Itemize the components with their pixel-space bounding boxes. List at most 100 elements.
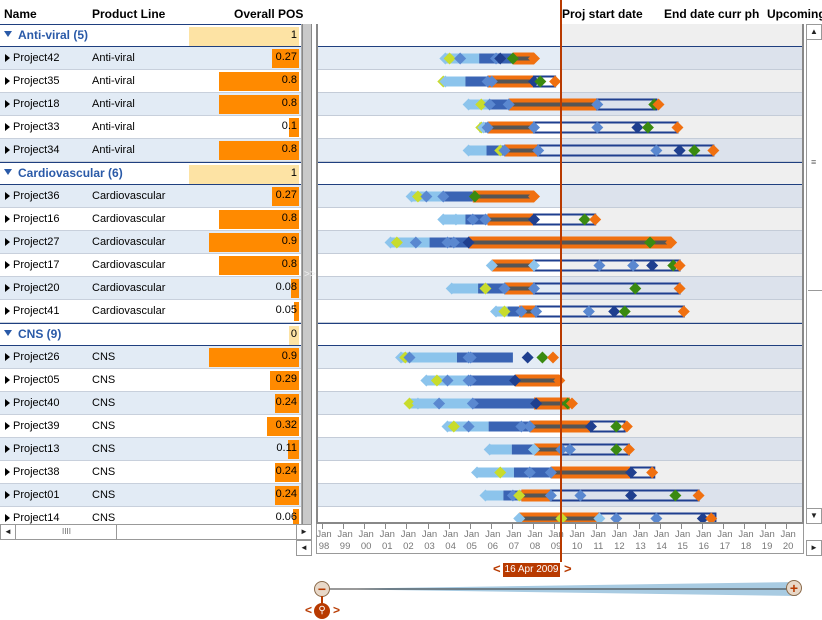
- collapse-triangle-icon[interactable]: [4, 330, 12, 336]
- milestone-diamond[interactable]: [707, 144, 720, 157]
- zoom-slider-track[interactable]: [322, 582, 797, 596]
- project-row[interactable]: Project27 Cardiovascular 0.9: [0, 231, 301, 254]
- milestone-diamond[interactable]: [464, 351, 477, 364]
- project-row[interactable]: Project34 Anti-viral 0.8: [0, 139, 301, 162]
- past-phase-bar[interactable]: [511, 444, 534, 455]
- milestone-diamond[interactable]: [528, 190, 540, 203]
- expand-triangle-icon[interactable]: [5, 376, 10, 384]
- milestone-diamond[interactable]: [485, 259, 498, 272]
- milestone-diamond[interactable]: [521, 351, 534, 364]
- milestone-diamond[interactable]: [471, 466, 484, 479]
- milestone-diamond[interactable]: [610, 443, 623, 456]
- expand-triangle-icon[interactable]: [5, 77, 10, 85]
- milestone-diamond[interactable]: [466, 397, 479, 410]
- milestone-diamond[interactable]: [673, 259, 686, 272]
- today-line[interactable]: [560, 0, 562, 562]
- milestone-diamond[interactable]: [433, 397, 446, 410]
- milestone-diamond[interactable]: [515, 420, 528, 433]
- project-row[interactable]: Project35 Anti-viral 0.8: [0, 70, 301, 93]
- group-row[interactable]: Cardiovascular (6) 1: [0, 162, 301, 185]
- milestone-diamond[interactable]: [591, 121, 604, 134]
- scroll-down-button[interactable]: ▼: [806, 508, 822, 524]
- milestone-diamond[interactable]: [528, 259, 540, 272]
- milestone-diamond[interactable]: [509, 374, 522, 387]
- horizontal-scroll-thumb[interactable]: IIII: [17, 525, 117, 539]
- project-row[interactable]: Project05 CNS 0.29: [0, 369, 301, 392]
- expand-triangle-icon[interactable]: [5, 54, 10, 62]
- milestone-diamond[interactable]: [574, 489, 587, 502]
- project-row[interactable]: Project41 Cardiovascular 0.05: [0, 300, 301, 323]
- group-row[interactable]: CNS (9) 0: [0, 323, 301, 346]
- zoom-knob[interactable]: ⚲: [314, 603, 330, 619]
- expand-triangle-icon[interactable]: [5, 146, 10, 154]
- milestone-diamond[interactable]: [593, 512, 606, 525]
- milestone-diamond[interactable]: [673, 282, 686, 295]
- milestone-diamond[interactable]: [523, 420, 536, 433]
- milestone-diamond[interactable]: [591, 98, 604, 111]
- milestone-diamond[interactable]: [462, 98, 475, 111]
- zoom-in-button[interactable]: +: [786, 580, 802, 596]
- next-date-arrow[interactable]: >: [564, 561, 572, 576]
- milestone-diamond[interactable]: [462, 144, 475, 157]
- collapse-triangle-icon[interactable]: [4, 169, 12, 175]
- expand-triangle-icon[interactable]: [5, 100, 10, 108]
- past-phase-bar[interactable]: [401, 352, 457, 363]
- project-row[interactable]: Project13 CNS 0.11: [0, 438, 301, 461]
- milestone-diamond[interactable]: [665, 236, 678, 249]
- milestone-diamond[interactable]: [494, 52, 507, 65]
- expand-triangle-icon[interactable]: [5, 445, 10, 453]
- milestone-diamond[interactable]: [441, 236, 454, 249]
- expand-triangle-icon[interactable]: [5, 422, 10, 430]
- milestone-diamond[interactable]: [532, 144, 545, 157]
- project-row[interactable]: Project14 CNS 0.06: [0, 507, 301, 524]
- past-phase-bar[interactable]: [489, 444, 512, 455]
- expand-triangle-icon[interactable]: [5, 261, 10, 269]
- milestone-diamond[interactable]: [696, 512, 709, 525]
- milestone-diamond[interactable]: [466, 213, 479, 226]
- milestone-diamond[interactable]: [411, 190, 424, 203]
- milestone-diamond[interactable]: [528, 443, 540, 456]
- milestone-diamond[interactable]: [462, 236, 475, 249]
- milestone-diamond[interactable]: [534, 75, 547, 88]
- milestone-diamond[interactable]: [584, 420, 597, 433]
- project-row[interactable]: Project40 CNS 0.24: [0, 392, 301, 415]
- zoom-knob-right-arrow[interactable]: >: [333, 603, 341, 617]
- milestone-diamond[interactable]: [483, 443, 496, 456]
- milestone-diamond[interactable]: [390, 236, 403, 249]
- expand-triangle-icon[interactable]: [5, 238, 10, 246]
- milestone-diamond[interactable]: [620, 420, 633, 433]
- milestone-diamond[interactable]: [528, 213, 540, 226]
- milestone-diamond[interactable]: [513, 512, 526, 525]
- milestone-diamond[interactable]: [481, 121, 494, 134]
- project-row[interactable]: Project38 CNS 0.24: [0, 461, 301, 484]
- milestone-diamond[interactable]: [646, 259, 659, 272]
- milestone-diamond[interactable]: [692, 489, 705, 502]
- past-phase-bar[interactable]: [442, 191, 473, 202]
- milestone-diamond[interactable]: [544, 489, 557, 502]
- milestone-diamond[interactable]: [646, 466, 659, 479]
- milestone-diamond[interactable]: [405, 190, 418, 203]
- milestone-diamond[interactable]: [629, 282, 642, 295]
- milestone-diamond[interactable]: [530, 397, 543, 410]
- milestone-diamond[interactable]: [384, 236, 397, 249]
- milestone-diamond[interactable]: [447, 420, 460, 433]
- milestone-diamond[interactable]: [582, 305, 595, 318]
- milestone-diamond[interactable]: [485, 75, 498, 88]
- column-header-overall-pos[interactable]: Overall POS: [234, 7, 304, 21]
- milestone-diamond[interactable]: [641, 121, 654, 134]
- milestone-diamond[interactable]: [608, 305, 621, 318]
- milestone-diamond[interactable]: [546, 351, 559, 364]
- expand-triangle-icon[interactable]: [5, 491, 10, 499]
- group-row[interactable]: Anti-viral (5) 1: [0, 24, 301, 47]
- project-row[interactable]: Project39 CNS 0.32: [0, 415, 301, 438]
- milestone-diamond[interactable]: [523, 466, 536, 479]
- zoom-knob-left-arrow[interactable]: <: [305, 603, 313, 617]
- vertical-scroll-thumb[interactable]: ≡: [808, 41, 822, 291]
- milestone-diamond[interactable]: [441, 420, 454, 433]
- milestone-diamond[interactable]: [403, 351, 416, 364]
- milestone-diamond[interactable]: [677, 305, 690, 318]
- milestone-diamond[interactable]: [420, 190, 433, 203]
- scroll-right-button[interactable]: ►: [296, 524, 312, 540]
- project-row[interactable]: Project26 CNS 0.9: [0, 346, 301, 369]
- scroll-left-button[interactable]: ◄: [0, 524, 16, 540]
